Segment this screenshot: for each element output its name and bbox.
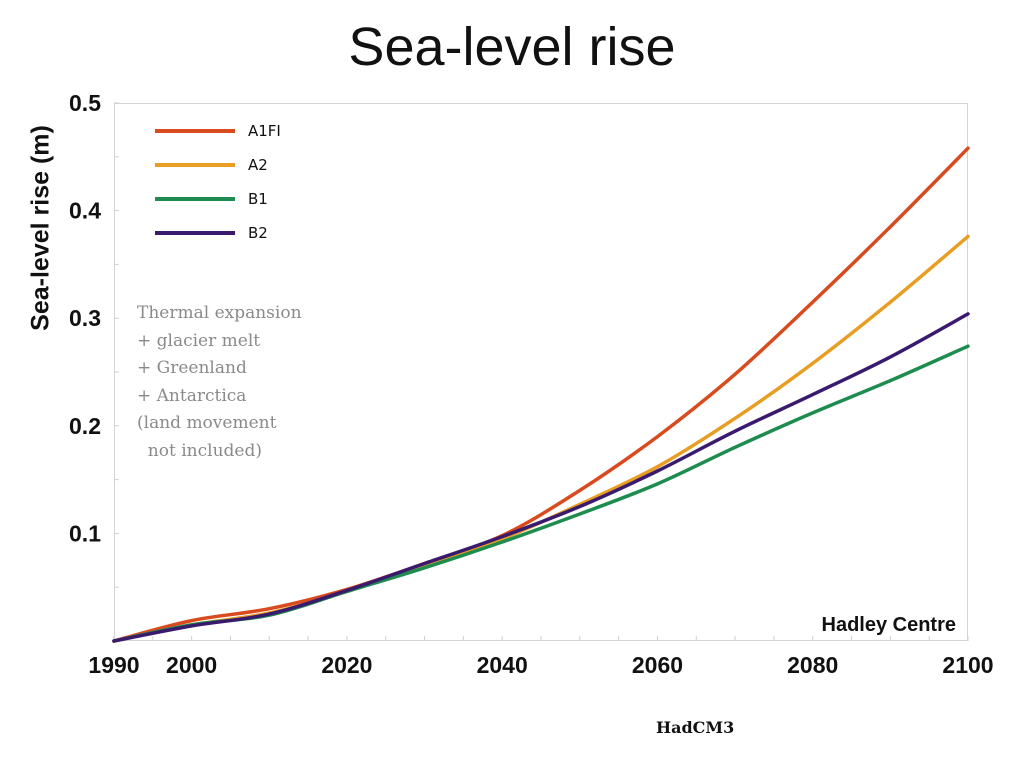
legend-item-a2: A2: [155, 148, 281, 182]
chart-title: Sea-level rise: [348, 17, 676, 77]
y-tick-label: 0.4: [69, 198, 101, 224]
legend: A1FI A2 B1 B2: [155, 114, 281, 250]
annotation-line: + Greenland: [137, 358, 247, 379]
credit-label: Hadley Centre: [821, 614, 957, 636]
annotation-line: + glacier melt: [137, 330, 261, 351]
legend-item-a1fi: A1FI: [155, 114, 281, 148]
x-tick-label: 2040: [477, 652, 528, 678]
x-tick-label: 1990: [88, 652, 139, 678]
y-tick-label: 0.2: [69, 413, 101, 439]
legend-label-a2: A2: [248, 156, 268, 174]
legend-label-b2: B2: [248, 224, 268, 242]
annotation-line: (land movement: [137, 413, 277, 434]
series-line-a1fi: [112, 146, 970, 643]
series-line-b2: [112, 312, 970, 643]
legend-label-b1: B1: [248, 190, 268, 208]
legend-label-a1fi: A1FI: [248, 122, 281, 140]
annotation-line: Thermal expansion: [137, 303, 302, 323]
legend-swatch-b1: [155, 197, 235, 201]
x-tick-label: 2080: [787, 652, 838, 678]
legend-swatch-a1fi: [155, 129, 235, 133]
x-tick-label: 2020: [321, 652, 372, 678]
y-tick-label: 0.3: [69, 305, 101, 331]
x-tick-label: 2060: [632, 652, 683, 678]
x-tick-label: 2000: [166, 652, 217, 678]
legend-swatch-a2: [155, 163, 235, 167]
y-tick-label: 0.1: [69, 520, 101, 546]
footer-label: HadCM3: [656, 718, 735, 737]
x-tick-label: 2100: [942, 652, 993, 678]
legend-item-b1: B1: [155, 182, 281, 216]
legend-item-b2: B2: [155, 216, 281, 250]
legend-swatch-b2: [155, 231, 235, 235]
y-tick-label: 0.5: [69, 90, 101, 116]
annotation-line: + Antarctica: [137, 385, 247, 406]
annotation-text: Thermal expansion + glacier melt + Greenla…: [137, 300, 302, 466]
annotation-line: not included): [137, 440, 262, 461]
